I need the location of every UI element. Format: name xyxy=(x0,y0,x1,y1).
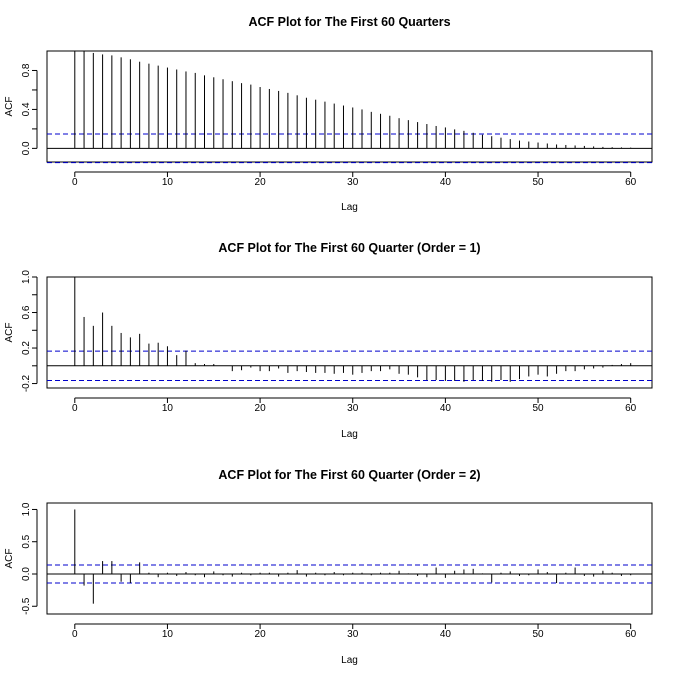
x-tick-label: 0 xyxy=(72,403,78,414)
x-tick-label: 60 xyxy=(625,177,637,188)
x-tick-label: 20 xyxy=(255,403,267,414)
y-tick-label: 0.4 xyxy=(21,102,32,116)
x-tick-label: 30 xyxy=(347,177,359,188)
y-tick-label: -0.5 xyxy=(21,597,32,615)
x-tick-label: 50 xyxy=(532,177,544,188)
y-tick-label: 0.6 xyxy=(21,305,32,319)
x-axis-label: Lag xyxy=(341,655,358,666)
plot-frame xyxy=(46,502,653,615)
plot-frame xyxy=(46,50,653,163)
x-tick-label: 30 xyxy=(347,403,359,414)
acf-panel-3: ACF Plot for The First 60 Quarter (Order… xyxy=(4,468,653,666)
y-tick-label: 0.2 xyxy=(21,341,32,355)
x-tick-label: 60 xyxy=(625,403,637,414)
x-axis-label: Lag xyxy=(341,429,358,440)
y-tick-label: -0.2 xyxy=(21,375,32,393)
x-tick-label: 20 xyxy=(255,629,267,640)
x-tick-label: 50 xyxy=(532,403,544,414)
x-tick-label: 40 xyxy=(440,629,452,640)
y-axis-label: ACF xyxy=(4,97,15,117)
y-tick-label: 0.0 xyxy=(21,141,32,155)
y-tick-label: 1.0 xyxy=(21,502,32,516)
x-tick-label: 60 xyxy=(625,629,637,640)
x-tick-label: 0 xyxy=(72,629,78,640)
acf-panel-1: ACF Plot for The First 60 Quarters 0 10 20 3… xyxy=(4,15,653,213)
chart-title: ACF Plot for The First 60 Quarters xyxy=(248,15,450,29)
x-tick-label: 20 xyxy=(255,177,267,188)
y-axis-label: ACF xyxy=(4,549,15,569)
x-tick-label: 10 xyxy=(162,403,174,414)
x-tick-label: 0 xyxy=(72,177,78,188)
chart-title: ACF Plot for The First 60 Quarter (Order… xyxy=(218,241,480,255)
x-tick-label: 10 xyxy=(162,177,174,188)
y-tick-label: 0.0 xyxy=(21,567,32,581)
x-tick-label: 10 xyxy=(162,629,174,640)
x-tick-label: 50 xyxy=(532,629,544,640)
plot-frame xyxy=(46,276,653,389)
x-tick-label: 30 xyxy=(347,629,359,640)
y-tick-label: 1.0 xyxy=(21,270,32,284)
y-axis-label: ACF xyxy=(4,323,15,343)
x-tick-label: 40 xyxy=(440,403,452,414)
y-tick-label: 0.8 xyxy=(21,63,32,77)
x-axis-label: Lag xyxy=(341,202,358,213)
chart-title: ACF Plot for The First 60 Quarter (Order… xyxy=(218,468,480,482)
y-tick-label: 0.5 xyxy=(21,534,32,548)
x-tick-label: 40 xyxy=(440,177,452,188)
acf-panel-2: ACF Plot for The First 60 Quarter (Order… xyxy=(4,241,653,440)
